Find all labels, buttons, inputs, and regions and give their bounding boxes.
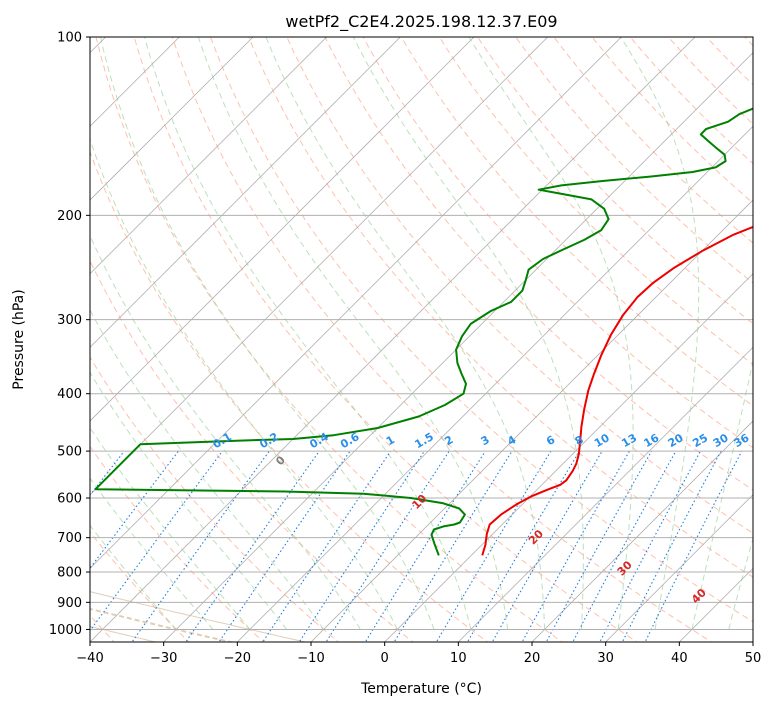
isotherm-line xyxy=(90,37,696,642)
isotherm-line xyxy=(90,37,622,569)
y-tick-label: 500 xyxy=(57,445,82,460)
y-tick-label: 900 xyxy=(57,596,82,611)
mixing-ratio-line xyxy=(218,450,351,642)
moist-adiabat-line xyxy=(90,426,251,630)
moist-adiabat-line xyxy=(620,37,700,630)
mixing-ratio-line xyxy=(131,450,270,642)
x-tick-label: 20 xyxy=(524,651,541,666)
moist-adiabat-line xyxy=(90,477,214,630)
moist-adiabat-line xyxy=(90,234,361,630)
x-tick-label: 0 xyxy=(381,651,389,666)
y-tick-label: 100 xyxy=(57,31,82,46)
dewpoint-line xyxy=(94,107,753,556)
moist-adiabat-line xyxy=(90,137,398,630)
mixing-ratio-line xyxy=(325,450,450,642)
dry-adiabat-line xyxy=(515,37,753,284)
y-tick-label: 1000 xyxy=(49,623,82,638)
x-tick-label: −30 xyxy=(150,651,177,666)
moist-adiabat-line xyxy=(100,37,435,630)
moist-adiabat-line xyxy=(468,37,634,630)
y-tick-label: 700 xyxy=(57,531,82,546)
x-tick-label: −20 xyxy=(224,651,251,666)
y-tick-label: 600 xyxy=(57,492,82,507)
isotherm-line xyxy=(90,37,180,127)
background-lines xyxy=(90,37,753,642)
mixing-ratio-line xyxy=(599,450,701,642)
axis-ticks: −40 −30 −20 −10 0 10 20 30 40 50 100 200 300 400 500 60… xyxy=(49,31,761,667)
mixing-ratio-line xyxy=(298,450,425,642)
x-tick-label: −10 xyxy=(297,651,324,666)
moist-adiabat-line xyxy=(691,358,753,630)
plot-frame xyxy=(89,36,754,643)
isotherm-line xyxy=(605,494,753,642)
moist-adiabat-line xyxy=(90,371,288,630)
mixing-ratio-line xyxy=(466,450,580,642)
isotherm-line xyxy=(90,37,401,348)
y-tick-label: 400 xyxy=(57,387,82,402)
moist-adiabat-line xyxy=(90,308,324,630)
mixing-ratio-line xyxy=(364,450,486,642)
chart-title: wetPf2_C2E4.2025.198.12.37.E09 xyxy=(285,12,557,32)
isotherm-line xyxy=(90,37,475,422)
mixing-ratio-line xyxy=(90,450,223,632)
moist-adiabat-line xyxy=(144,37,472,630)
dry-adiabat-line xyxy=(90,259,414,642)
isotherm-line xyxy=(236,125,753,642)
isotherm-line xyxy=(384,273,753,642)
mixing-ratio-line xyxy=(572,450,677,642)
x-tick-label: 10 xyxy=(450,651,467,666)
pressure-gridlines xyxy=(90,36,753,630)
isotherm-line xyxy=(457,346,753,642)
y-tick-label: 200 xyxy=(57,209,82,224)
isotherm-line xyxy=(310,199,753,642)
mixing-ratio-line xyxy=(185,450,320,642)
x-axis-title: Temperature (°C) xyxy=(360,681,482,697)
temperature-line xyxy=(481,225,753,556)
isotherm-line xyxy=(90,37,328,275)
moist-adiabat-line xyxy=(728,536,753,630)
mixing-ratio-line xyxy=(262,450,392,642)
mixing-ratio-line xyxy=(621,450,722,642)
x-tick-label: 30 xyxy=(597,651,614,666)
moist-adiabat-line xyxy=(197,37,509,630)
moist-adiabat-line xyxy=(352,37,584,630)
x-tick-label: 50 xyxy=(745,651,762,666)
isotherm-line xyxy=(90,37,549,496)
x-tick-label: −40 xyxy=(76,651,103,666)
dry-adiabat-line xyxy=(90,150,489,642)
moist-adiabat-line xyxy=(90,524,177,630)
mixing-ratio-line xyxy=(393,450,513,642)
x-tick-label: 40 xyxy=(671,651,688,666)
y-tick-label: 300 xyxy=(57,313,82,328)
isotherm-line xyxy=(90,37,254,201)
y-axis-title: Pressure (hPa) xyxy=(11,289,27,389)
y-tick-label: 800 xyxy=(57,566,82,581)
sounding-lines xyxy=(94,107,753,556)
moist-adiabat-line xyxy=(265,37,546,630)
